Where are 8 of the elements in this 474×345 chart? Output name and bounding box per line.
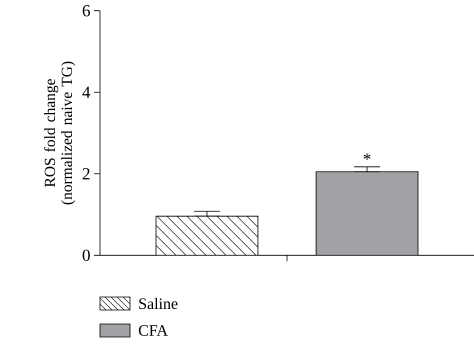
y-tick-label: 6 bbox=[82, 5, 90, 16]
y-axis-title: ROS fold change (normalized naive TG) bbox=[44, 62, 76, 204]
annotation: * bbox=[364, 154, 370, 160]
text: Saline bbox=[139, 298, 178, 310]
y-tick-label: 4 bbox=[82, 86, 90, 98]
legend-label: CFA bbox=[138, 325, 168, 336]
y-tick-label: 2 bbox=[82, 168, 90, 180]
y-tick-label: 0 bbox=[82, 250, 90, 262]
